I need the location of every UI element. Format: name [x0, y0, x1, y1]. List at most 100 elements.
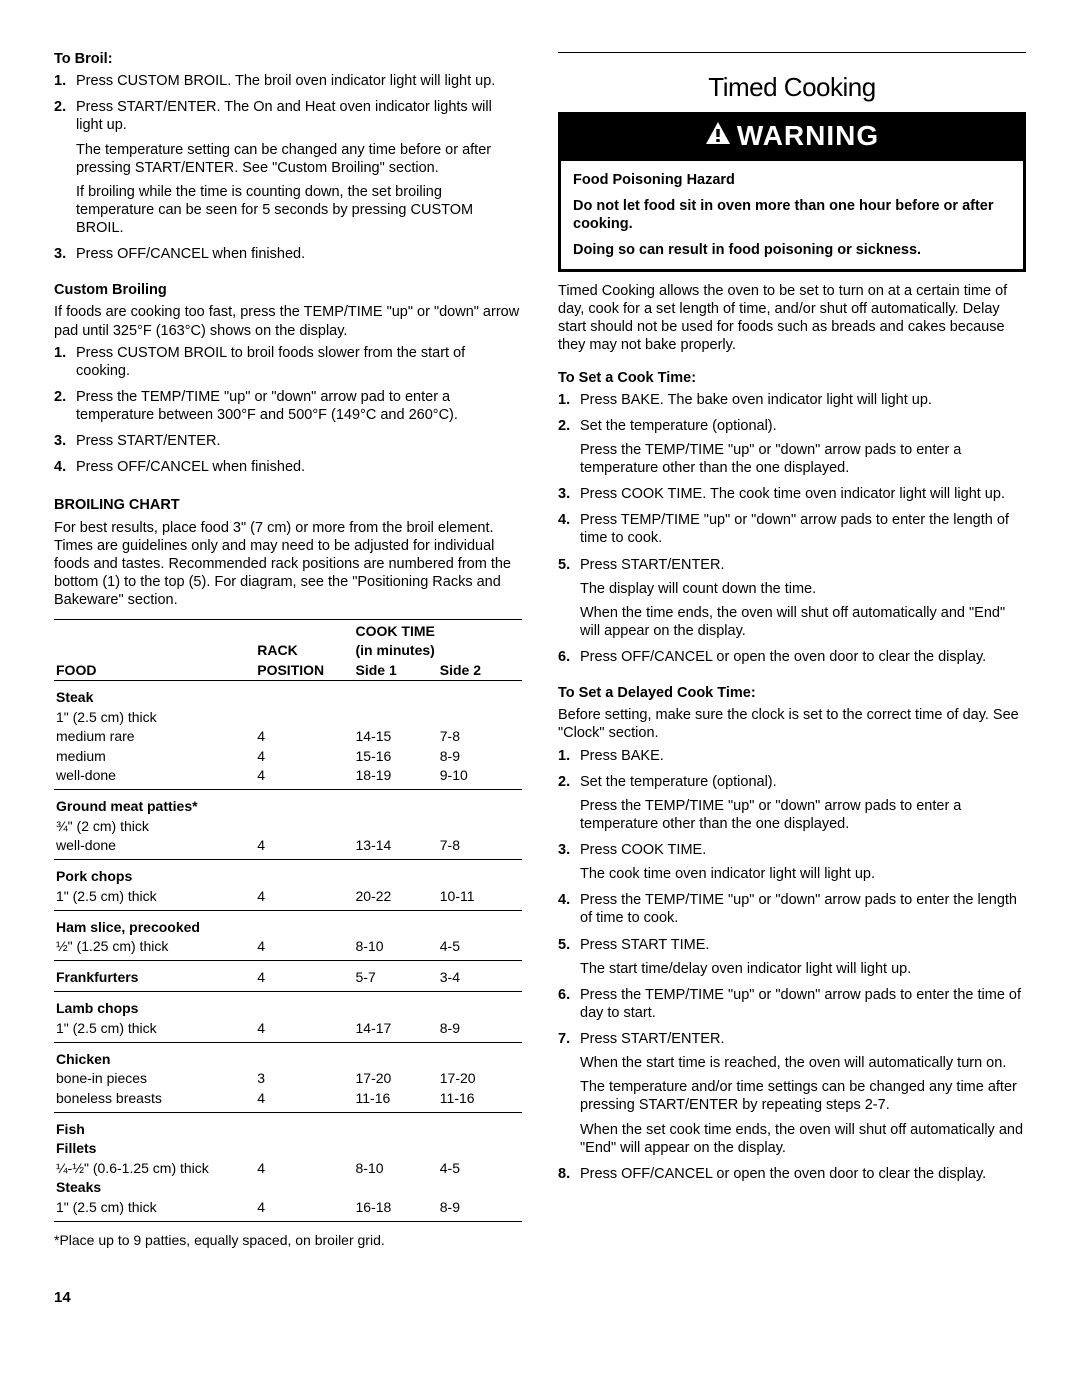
custom-broil-item: 2.Press the TEMP/TIME "up" or "down" arr… — [54, 388, 522, 428]
table-row: 1" (2.5 cm) thick — [54, 708, 522, 728]
list-line: The temperature setting can be changed a… — [76, 141, 522, 177]
set-cook-item: 5.Press START/ENTER.The display will cou… — [558, 556, 1026, 645]
list-num: 4. — [558, 891, 580, 931]
set-cook-item: 2.Set the temperature (optional).Press t… — [558, 417, 1026, 481]
list-body: Press COOK TIME.The cook time oven indic… — [580, 841, 1026, 887]
list-num: 4. — [558, 511, 580, 551]
right-top-rule — [558, 52, 1026, 53]
table-row: ½" (1.25 cm) thick48-104-5 — [54, 937, 522, 957]
broiling-chart-footnote: *Place up to 9 patties, equally spaced, … — [54, 1232, 522, 1250]
list-body: Press TEMP/TIME "up" or "down" arrow pad… — [580, 511, 1026, 551]
set-delay-item: 2.Set the temperature (optional). Press t… — [558, 773, 1026, 837]
list-line: Set the temperature (optional). — [580, 773, 1026, 791]
list-line: Press BAKE. The bake oven indicator ligh… — [580, 391, 1026, 409]
set-cook-item: 4.Press TEMP/TIME "up" or "down" arrow p… — [558, 511, 1026, 551]
list-line: Press BAKE. — [580, 747, 1026, 765]
table-row: Lamb chops — [54, 992, 522, 1019]
list-line: Press START/ENTER. — [580, 556, 1026, 574]
set-delay-item: 3.Press COOK TIME.The cook time oven ind… — [558, 841, 1026, 887]
list-body: Press COOK TIME. The cook time oven indi… — [580, 485, 1026, 507]
list-line: Press the TEMP/TIME "up" or "down" arrow… — [76, 388, 522, 424]
table-row: Steak — [54, 681, 522, 708]
list-num: 5. — [558, 936, 580, 982]
set-delayed-heading: To Set a Delayed Cook Time: — [558, 684, 1026, 702]
to-broil-item: 3.Press OFF/CANCEL when finished. — [54, 245, 522, 267]
list-body: Press the TEMP/TIME "up" or "down" arrow… — [580, 891, 1026, 931]
list-body: Press OFF/CANCEL or open the oven door t… — [580, 648, 1026, 670]
list-line: Press OFF/CANCEL when finished. — [76, 245, 522, 263]
set-delay-item: 8.Press OFF/CANCEL or open the oven door… — [558, 1165, 1026, 1187]
list-line: The cook time oven indicator light will … — [580, 865, 1026, 883]
broiling-chart-title: BROILING CHART — [54, 496, 522, 514]
table-row: Chicken — [54, 1042, 522, 1069]
table-row: 1" (2.5 cm) thick416-188-9 — [54, 1198, 522, 1218]
list-body: Press BAKE. The bake oven indicator ligh… — [580, 391, 1026, 413]
list-body: Press BAKE. — [580, 747, 1026, 769]
timed-cooking-title: Timed Cooking — [558, 71, 1026, 104]
table-row: Fish — [54, 1112, 522, 1139]
custom-broiling-heading: Custom Broiling — [54, 281, 522, 299]
table-row: medium rare414-157-8 — [54, 727, 522, 747]
table-row: boneless breasts411-1611-16 — [54, 1089, 522, 1109]
list-num: 2. — [54, 98, 76, 241]
list-num: 3. — [558, 841, 580, 887]
page-number: 14 — [54, 1289, 522, 1308]
table-row: ¾" (2 cm) thick — [54, 817, 522, 837]
set-delay-item: 1.Press BAKE. — [558, 747, 1026, 769]
list-body: Set the temperature (optional).Press the… — [580, 417, 1026, 481]
list-body: Press START/ENTER. The On and Heat oven … — [76, 98, 522, 241]
list-body: Press START/ENTER.The display will count… — [580, 556, 1026, 645]
list-line: Press START/ENTER. — [76, 432, 522, 450]
list-body: Set the temperature (optional). Press the… — [580, 773, 1026, 837]
list-num: 2. — [558, 417, 580, 481]
table-row: Steaks — [54, 1178, 522, 1198]
list-line: Press CUSTOM BROIL. The broil oven indic… — [76, 72, 522, 90]
set-delay-item: 6.Press the TEMP/TIME "up" or "down" arr… — [558, 986, 1026, 1026]
list-num: 3. — [558, 485, 580, 507]
list-num: 4. — [54, 458, 76, 480]
table-row: Frankfurters45-73-4 — [54, 961, 522, 988]
set-cook-item: 6.Press OFF/CANCEL or open the oven door… — [558, 648, 1026, 670]
set-delayed-list: 1.Press BAKE. 2.Set the temperature (opti… — [558, 747, 1026, 1187]
list-body: Press the TEMP/TIME "up" or "down" arrow… — [580, 986, 1026, 1026]
custom-broil-item: 3.Press START/ENTER. — [54, 432, 522, 454]
list-num: 1. — [54, 72, 76, 94]
list-line: The temperature and/or time settings can… — [580, 1078, 1026, 1114]
list-line: Press OFF/CANCEL or open the oven door t… — [580, 1165, 1026, 1183]
list-num: 2. — [558, 773, 580, 837]
list-line: Press the TEMP/TIME "up" or "down" arrow… — [580, 986, 1026, 1022]
list-body: Press CUSTOM BROIL. The broil oven indic… — [76, 72, 522, 94]
list-body: Press OFF/CANCEL when finished. — [76, 245, 522, 267]
table-row: bone-in pieces317-2017-20 — [54, 1069, 522, 1089]
table-row: medium415-168-9 — [54, 747, 522, 767]
to-broil-item: 2.Press START/ENTER. The On and Heat ove… — [54, 98, 522, 241]
table-row: ¼-½" (0.6-1.25 cm) thick48-104-5 — [54, 1159, 522, 1179]
list-line: Press the TEMP/TIME "up" or "down" arrow… — [580, 891, 1026, 927]
to-broil-list: 1.Press CUSTOM BROIL. The broil oven ind… — [54, 72, 522, 267]
warning-triangle-icon — [705, 118, 731, 153]
list-line: Press the TEMP/TIME "up" or "down" arrow… — [580, 797, 1026, 833]
list-line: If broiling while the time is counting d… — [76, 183, 522, 237]
list-num: 1. — [558, 391, 580, 413]
right-column: Timed Cooking WARNING Food Poisoning Haz… — [558, 50, 1026, 1308]
list-num: 6. — [558, 648, 580, 670]
hazard-line-3: Doing so can result in food poisoning or… — [573, 241, 1011, 259]
hazard-box: Food Poisoning Hazard Do not let food si… — [558, 161, 1026, 273]
list-line: When the set cook time ends, the oven wi… — [580, 1121, 1026, 1157]
list-num: 6. — [558, 986, 580, 1026]
list-line: Press the TEMP/TIME "up" or "down" arrow… — [580, 441, 1026, 477]
set-delayed-intro: Before setting, make sure the clock is s… — [558, 706, 1026, 742]
broiling-chart-table: COOK TIMERACK(in minutes)FOODPOSITIONSid… — [54, 619, 522, 1222]
set-cook-time-list: 1.Press BAKE. The bake oven indicator li… — [558, 391, 1026, 671]
list-line: When the time ends, the oven will shut o… — [580, 604, 1026, 640]
warning-text: WARNING — [737, 118, 879, 153]
custom-broiling-list: 1.Press CUSTOM BROIL to broil foods slow… — [54, 344, 522, 481]
table-row: 1" (2.5 cm) thick420-2210-11 — [54, 887, 522, 907]
set-delay-item: 7.Press START/ENTER.When the start time … — [558, 1030, 1026, 1161]
list-line: Press OFF/CANCEL or open the oven door t… — [580, 648, 1026, 666]
list-line: Press CUSTOM BROIL to broil foods slower… — [76, 344, 522, 380]
list-body: Press START/ENTER. — [76, 432, 522, 454]
list-body: Press the TEMP/TIME "up" or "down" arrow… — [76, 388, 522, 428]
list-line: Press START TIME. — [580, 936, 1026, 954]
list-line: Press COOK TIME. The cook time oven indi… — [580, 485, 1026, 503]
